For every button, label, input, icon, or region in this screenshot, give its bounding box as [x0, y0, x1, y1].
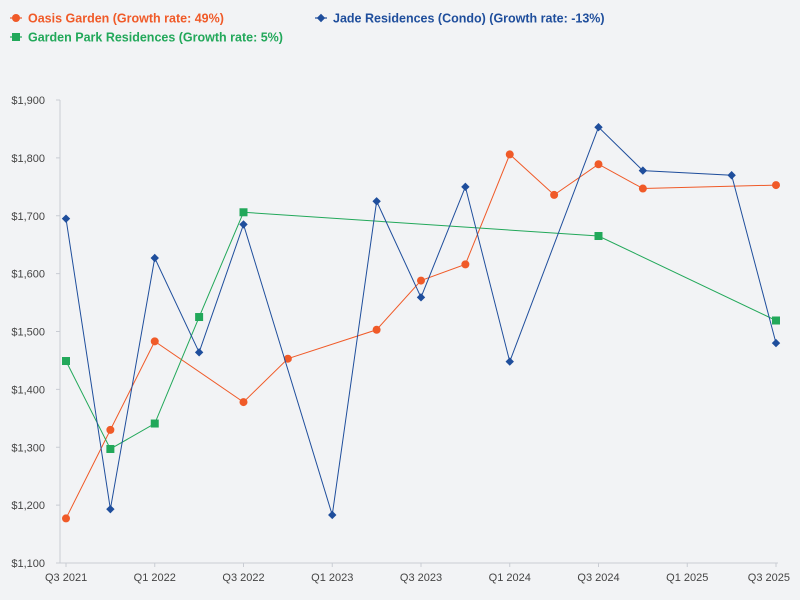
series-jade-residences — [61, 123, 781, 520]
data-point — [594, 232, 603, 241]
data-point — [505, 357, 514, 366]
data-point — [727, 171, 736, 180]
x-tick-label: Q1 2025 — [666, 572, 708, 584]
data-point — [61, 214, 71, 223]
data-point — [372, 325, 381, 334]
data-point — [239, 398, 248, 407]
legend-marker-diamond-icon — [316, 13, 326, 23]
data-point — [505, 150, 514, 159]
series-oasis-garden — [62, 150, 780, 523]
data-point — [328, 510, 337, 520]
data-point — [195, 313, 204, 322]
x-tick-label: Q3 2025 — [748, 572, 790, 584]
x-tick-label: Q3 2021 — [45, 572, 87, 584]
x-tick-label: Q1 2024 — [489, 572, 531, 584]
data-point — [106, 504, 115, 514]
y-tick-label: $1,500 — [11, 327, 45, 339]
data-point — [461, 182, 470, 192]
axes — [59, 100, 778, 564]
data-point — [550, 190, 559, 199]
data-point — [594, 123, 603, 132]
series-garden-park-residences — [62, 208, 780, 453]
data-point — [372, 197, 381, 206]
x-tick-label: Q3 2024 — [577, 572, 619, 584]
data-point — [150, 419, 159, 428]
y-tick-label: $1,900 — [11, 95, 45, 107]
data-point — [771, 338, 781, 348]
data-point — [106, 425, 115, 434]
data-point — [638, 166, 648, 175]
data-point — [772, 316, 780, 325]
series-line — [65, 153, 777, 519]
data-point — [239, 220, 248, 229]
data-point — [638, 184, 647, 193]
legend-marker-circle-icon — [12, 14, 20, 22]
series-line — [65, 211, 777, 450]
data-point — [461, 260, 470, 269]
legend-item-jade-residences: Jade Residences (Condo) (Growth rate: -1… — [315, 12, 605, 26]
legend: Oasis Garden (Growth rate: 49%) Garden Pa… — [10, 12, 605, 45]
data-point — [772, 181, 780, 190]
legend-item-garden-park-residences: Garden Park Residences (Growth rate: 5%) — [10, 31, 283, 45]
y-axis-ticks: $1,100 $1,200 $1,300 $1,400 $1,500 $1,600 $1,7… — [11, 95, 60, 570]
legend-label: Garden Park Residences (Growth rate: 5%) — [28, 31, 283, 45]
x-axis-ticks: Q3 2021 Q1 2022 Q3 2022 Q1 2023 Q3 2023 Q1 20… — [45, 563, 790, 584]
legend-marker-square-icon — [12, 33, 20, 41]
data-point — [150, 253, 159, 263]
y-tick-label: $1,400 — [11, 384, 45, 396]
data-point — [416, 293, 426, 302]
data-point — [239, 208, 248, 217]
legend-label: Jade Residences (Condo) (Growth rate: -1… — [333, 12, 605, 26]
data-point — [594, 160, 603, 169]
y-tick-label: $1,100 — [11, 558, 45, 570]
legend-label: Oasis Garden (Growth rate: 49%) — [28, 12, 224, 26]
plot-area — [61, 123, 781, 523]
legend-item-oasis-garden: Oasis Garden (Growth rate: 49%) — [10, 12, 224, 26]
y-tick-label: $1,200 — [11, 500, 45, 512]
x-tick-label: Q3 2023 — [400, 572, 442, 584]
data-point — [62, 357, 70, 366]
y-tick-label: $1,600 — [11, 269, 45, 281]
x-tick-label: Q1 2023 — [311, 572, 353, 584]
data-point — [283, 354, 292, 363]
data-point — [194, 348, 204, 357]
x-tick-label: Q3 2022 — [222, 572, 264, 584]
series-line — [65, 126, 777, 516]
y-tick-label: $1,800 — [11, 153, 45, 165]
y-tick-label: $1,700 — [11, 211, 45, 223]
y-tick-label: $1,300 — [11, 442, 45, 454]
data-point — [150, 337, 159, 346]
x-tick-label: Q1 2022 — [134, 572, 176, 584]
data-point — [62, 514, 70, 523]
data-point — [106, 444, 115, 453]
data-point — [417, 276, 425, 285]
